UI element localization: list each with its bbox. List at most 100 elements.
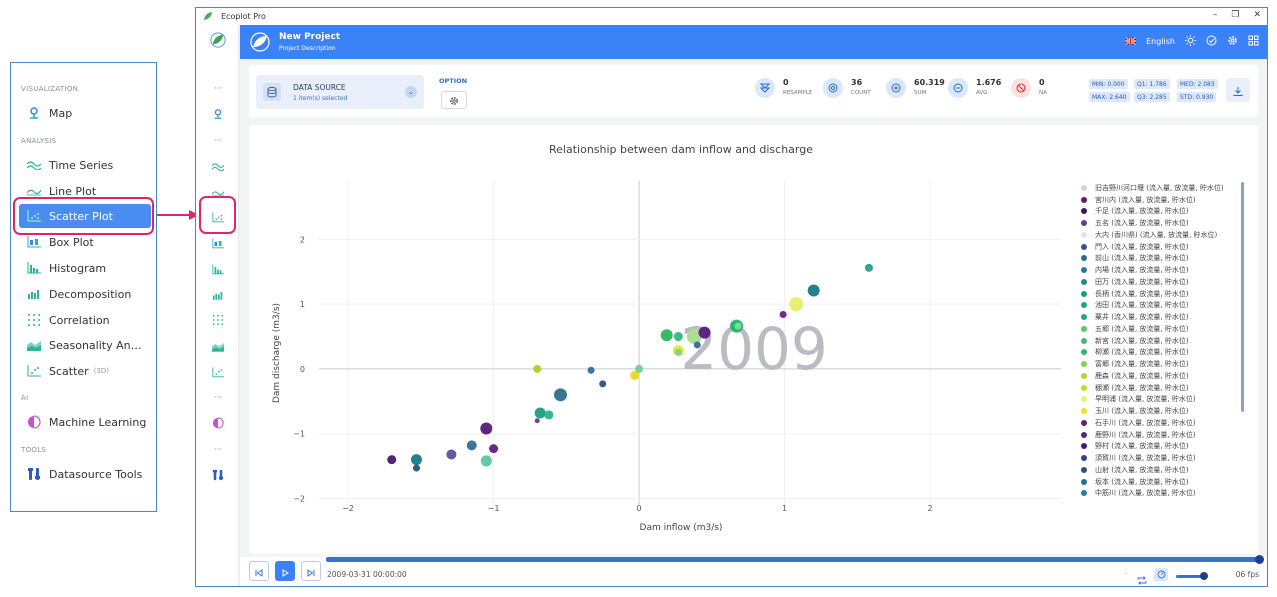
legend-item[interactable]: 坂本 (流入量, 放流量, 貯水位) [1081,476,1249,488]
scatter-point[interactable] [466,440,477,451]
chevron-down-icon[interactable]: ⌄ [405,86,417,98]
area-icon[interactable] [210,339,226,353]
legend-item[interactable]: 宮川内 (流入量, 放流量, 貯水位) [1081,194,1249,206]
scatter-point[interactable] [673,332,683,342]
scatter-point[interactable] [734,322,742,330]
datasource-selector[interactable]: DATA SOURCE 1 item(s) selected ⌄ [256,75,424,109]
legend-item[interactable]: 野村 (流入量, 放流量, 貯水位) [1081,441,1249,453]
map-pin-icon[interactable] [210,107,226,121]
legend-scrollbar[interactable] [1241,182,1244,412]
legend-item[interactable]: 池田 (流入量, 放流量, 貯水位) [1081,300,1249,312]
gear-icon[interactable] [1227,35,1238,48]
skip-end-button[interactable] [301,561,321,581]
close-button[interactable]: ✕ [1253,10,1261,20]
grid-icon[interactable] [1248,35,1259,48]
app-logo-icon[interactable] [210,32,226,48]
scatter-point[interactable] [534,418,540,424]
bars-icon[interactable] [210,288,226,302]
scatter-point[interactable] [533,364,542,373]
scatter-point[interactable] [587,366,595,374]
scatter-point[interactable] [410,454,422,466]
legend-item[interactable]: 五郷 (流入量, 放流量, 貯水位) [1081,323,1249,335]
menu-item-correlation[interactable]: Correlation [19,308,151,332]
legend-item[interactable]: 大内 (香川県) (流入量, 放流量, 貯水位) [1081,229,1249,241]
uk-flag-icon[interactable] [1124,35,1137,47]
speed-icon[interactable] [1154,568,1168,581]
legend-item[interactable]: 早明浦 (流入量, 放流量, 貯水位) [1081,394,1249,406]
legend-item[interactable]: 新宮 (流入量, 放流量, 貯水位) [1081,335,1249,347]
scatter-point[interactable] [686,329,702,345]
legend-item[interactable]: 長柄 (流入量, 放流量, 貯水位) [1081,288,1249,300]
project-title[interactable]: New Project [279,32,341,42]
menu-item-decomposition[interactable]: Decomposition [19,282,151,306]
scatter3d-icon[interactable] [210,365,226,379]
scatter-point[interactable] [779,310,787,318]
menu-item-line-plot[interactable]: Line Plot [19,179,151,203]
loop-icon[interactable] [1137,570,1147,586]
scatter-point[interactable] [387,455,397,465]
menu-item-time-series[interactable]: Time Series [19,153,151,177]
legend-item[interactable]: 山射 (流入量, 放流量, 貯水位) [1081,464,1249,476]
menu-item-datasource-tools[interactable]: Datasource Tools [19,462,151,486]
brain-icon[interactable] [210,416,226,430]
skip-start-button[interactable] [249,561,269,581]
menu-item-histogram[interactable]: Histogram [19,256,151,280]
legend-item[interactable]: 門入 (流入量, 放流量, 貯水位) [1081,241,1249,253]
scatter-point[interactable] [446,449,457,460]
wave-icon[interactable] [210,159,226,173]
scatter-point[interactable] [698,326,711,339]
legend-item[interactable]: 玉川 (流入量, 放流量, 貯水位) [1081,405,1249,417]
check-circle-icon[interactable] [1206,35,1217,48]
legend-item[interactable]: 五名 (流入量, 放流量, 貯水位) [1081,217,1249,229]
scatter-point[interactable] [480,455,492,467]
timeline-slider[interactable] [326,555,1264,564]
menu-item-scatter-3d[interactable]: Scatter (3D) [19,359,151,383]
legend-item[interactable]: 千足 (流入量, 放流量, 貯水位) [1081,206,1249,218]
scatter-point[interactable] [480,422,493,435]
legend-item[interactable]: 粟井 (流入量, 放流量, 貯水位) [1081,311,1249,323]
scatter-point[interactable] [554,388,568,402]
tools-icon[interactable] [210,468,226,482]
speed-handle[interactable] [1200,572,1208,580]
scatter-chart[interactable]: Relationship between dam inflow and disc… [249,125,1079,554]
legend-item[interactable]: 内場 (流入量, 放流量, 貯水位) [1081,264,1249,276]
chart-legend[interactable]: 旧吉野川河口堰 (流入量, 放流量, 貯水位) 宮川内 (流入量, 放流量, 貯水… [1081,182,1249,496]
legend-item[interactable]: 鹿森 (流入量, 放流量, 貯水位) [1081,370,1249,382]
play-button[interactable] [275,561,295,581]
speed-slider[interactable] [1176,572,1208,580]
language-label[interactable]: English [1146,37,1175,46]
dots-grid-icon[interactable] [210,313,226,327]
scatter-point[interactable] [534,407,546,419]
scatter-icon[interactable] [210,210,226,224]
project-description[interactable]: Project Description [279,45,336,52]
legend-item[interactable]: 柳瀬 (流入量, 放流量, 貯水位) [1081,347,1249,359]
scatter-point[interactable] [789,297,804,312]
scatter-point[interactable] [489,444,499,454]
scatter-point[interactable] [412,464,420,472]
scatter-point[interactable] [693,341,701,349]
legend-item[interactable]: 前山 (流入量, 放流量, 貯水位) [1081,253,1249,265]
legend-item[interactable]: 富郷 (流入量, 放流量, 貯水位) [1081,358,1249,370]
scatter-point[interactable] [630,370,640,380]
legend-item[interactable]: 須賀川 (流入量, 放流量, 貯水位) [1081,452,1249,464]
legend-item[interactable]: 田万 (流入量, 放流量, 貯水位) [1081,276,1249,288]
boxplot-icon[interactable] [210,236,226,250]
menu-item-seasonality[interactable]: Seasonality An… [19,333,151,357]
scatter-point[interactable] [807,284,820,297]
minimize-button[interactable]: – [1212,10,1218,20]
menu-item-box-plot[interactable]: Box Plot [19,230,151,254]
histogram-icon[interactable] [210,262,226,276]
sun-icon[interactable] [1185,35,1196,48]
legend-item[interactable]: 中筋川 (流入量, 放流量, 貯水位) [1081,488,1249,496]
menu-item-machine-learning[interactable]: Machine Learning [19,410,151,434]
legend-item[interactable]: 旧吉野川河口堰 (流入量, 放流量, 貯水位) [1081,182,1249,194]
line-icon[interactable] [210,185,226,199]
scatter-point[interactable] [660,329,673,342]
timeline-handle[interactable] [1255,555,1264,564]
menu-item-map[interactable]: Map [19,101,151,125]
scatter-point[interactable] [544,410,554,420]
scatter-point[interactable] [635,364,644,373]
scatter-point[interactable] [864,263,873,272]
legend-item[interactable]: 鹿野川 (流入量, 放流量, 貯水位) [1081,429,1249,441]
scatter-point[interactable] [674,348,682,356]
